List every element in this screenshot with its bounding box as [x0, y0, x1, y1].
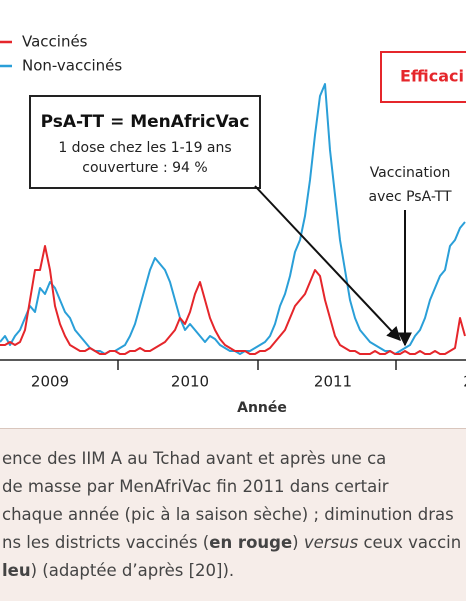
vaccination-label: Vaccination: [370, 165, 451, 181]
vaccine-box-line: couverture : 94 %: [82, 160, 207, 176]
caption-text: ns les districts vaccinés (: [2, 533, 210, 552]
x-tick-label: 2011: [314, 373, 352, 391]
caption-text: ) (adaptée d’après [20]).: [30, 561, 235, 580]
x-tick-label: 2: [463, 373, 466, 391]
caption-line: de masse par MenAfriVac fin 2011 dans ce…: [2, 477, 389, 496]
efficacy-label: Efficaci: [400, 67, 464, 86]
x-tick-label: 2010: [171, 373, 209, 391]
vaccination-label: avec PsA-TT: [368, 189, 451, 205]
caption-line: chaque année (pic à la saison sèche) ; d…: [2, 505, 454, 524]
series-line: [0, 245, 466, 355]
caption-line: leu) (adaptée d’après [20]).: [2, 561, 234, 580]
caption-italic: versus: [303, 533, 359, 552]
legend-label: Vaccinés: [22, 33, 88, 51]
chart: Année 2009201020112VaccinésNon-vaccinés …: [0, 33, 466, 416]
efficacy-box: [380, 51, 466, 103]
vaccine-box: [29, 95, 261, 189]
caption-text: ): [292, 533, 304, 552]
caption: ence des IIM A au Tchad avant et après u…: [0, 428, 466, 601]
series-line: [0, 83, 466, 355]
arrow: [254, 185, 401, 342]
caption-text: ceux vaccin: [358, 533, 462, 552]
caption-line: ns les districts vaccinés (en rouge) ver…: [2, 533, 461, 552]
x-axis-title: Année: [237, 400, 287, 416]
vaccine-box-title: PsA-TT = MenAfricVac: [41, 112, 250, 132]
x-tick-label: 2009: [31, 373, 69, 391]
vaccine-box-line: 1 dose chez les 1-19 ans: [58, 140, 231, 156]
caption-bold: leu: [2, 561, 31, 580]
caption-bold: en rouge: [209, 533, 293, 552]
legend-label: Non-vaccinés: [22, 57, 122, 75]
caption-line: ence des IIM A au Tchad avant et après u…: [2, 449, 387, 468]
